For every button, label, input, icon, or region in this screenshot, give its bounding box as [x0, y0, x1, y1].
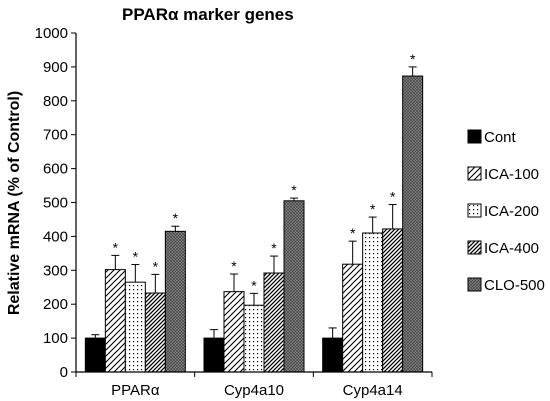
significance-marker: * — [173, 210, 179, 226]
legend-label: ICA-400 — [484, 240, 539, 257]
legend-label: ICA-200 — [484, 203, 539, 220]
chart-title: PPARα marker genes — [122, 5, 294, 24]
y-tick-label: 900 — [43, 59, 68, 76]
error-bar — [328, 327, 337, 339]
error-bar — [270, 255, 278, 274]
bar — [263, 272, 285, 373]
y-tick-label: 200 — [43, 296, 68, 313]
significance-marker: * — [390, 189, 396, 205]
error-bar — [91, 334, 100, 339]
bar — [342, 263, 364, 373]
significance-marker: * — [410, 51, 416, 67]
legend-label: ICA-100 — [484, 166, 539, 183]
legend-swatch — [467, 129, 482, 144]
x-category-label: Cyp4a14 — [343, 382, 403, 399]
bar — [243, 304, 265, 373]
error-bar — [290, 197, 298, 201]
significance-marker: * — [271, 240, 277, 256]
legend-swatch — [467, 277, 482, 292]
significance-marker: * — [231, 258, 237, 274]
error-bar — [230, 273, 238, 292]
legend-item: ICA-100 — [467, 166, 539, 183]
bar — [223, 291, 245, 373]
error-bar — [408, 66, 417, 77]
significance-marker: * — [350, 225, 356, 241]
x-axis-categories: PPARα Cyp4a10 Cyp4a14 — [75, 372, 433, 399]
y-tick-label: 800 — [43, 93, 68, 110]
bar — [144, 292, 166, 373]
significance-marker: * — [133, 249, 139, 265]
legend-item: Cont — [467, 129, 517, 146]
bars-layer — [84, 75, 424, 373]
error-bar — [388, 204, 397, 229]
x-category-label: Cyp4a10 — [224, 382, 284, 399]
y-tick-label: 300 — [43, 262, 68, 279]
error-bar — [131, 264, 140, 283]
bar — [322, 337, 344, 373]
bar — [382, 228, 404, 373]
y-axis-ticks: 0 100 200 300 400 500 600 700 800 900 1000 — [35, 25, 76, 381]
significance-marker: * — [291, 182, 297, 198]
legend-swatch — [467, 240, 482, 255]
legend-swatch — [467, 166, 482, 181]
significance-markers: * * * * * * * * * * * * — [113, 51, 416, 293]
x-category-label: PPARα — [111, 382, 160, 399]
y-axis-label: Relative mRNA (% of Control) — [6, 91, 23, 315]
y-tick-label: 500 — [43, 195, 68, 212]
bar — [104, 269, 126, 373]
error-bar — [151, 273, 160, 294]
legend-item: ICA-400 — [467, 240, 539, 257]
y-tick-label: 600 — [43, 161, 68, 178]
error-bar — [250, 292, 258, 306]
bar — [362, 232, 384, 373]
legend-label: CLO-500 — [484, 277, 545, 294]
bar — [164, 230, 186, 373]
legend-label: Cont — [484, 129, 517, 146]
legend-item: CLO-500 — [467, 277, 545, 294]
error-bar — [111, 254, 120, 270]
bar — [203, 337, 225, 373]
bar — [402, 75, 424, 373]
error-bar — [210, 329, 218, 339]
error-bars-layer — [91, 66, 417, 339]
significance-marker: * — [251, 277, 257, 293]
significance-marker: * — [153, 258, 159, 274]
bar — [283, 200, 305, 373]
y-tick-label: 400 — [43, 228, 68, 245]
error-bar — [368, 216, 377, 234]
bar — [84, 337, 106, 373]
y-tick-label: 700 — [43, 127, 68, 144]
error-bar — [171, 225, 180, 232]
legend: Cont ICA-100 ICA-200 ICA-400 CLO-500 — [467, 129, 545, 294]
legend-swatch — [467, 203, 482, 218]
y-tick-label: 1000 — [35, 25, 68, 42]
error-bar — [348, 240, 357, 265]
legend-item: ICA-200 — [467, 203, 539, 220]
bar — [124, 281, 146, 373]
y-tick-label: 100 — [43, 330, 68, 347]
significance-marker: * — [113, 239, 119, 255]
significance-marker: * — [370, 201, 376, 217]
y-tick-label: 0 — [60, 364, 68, 381]
